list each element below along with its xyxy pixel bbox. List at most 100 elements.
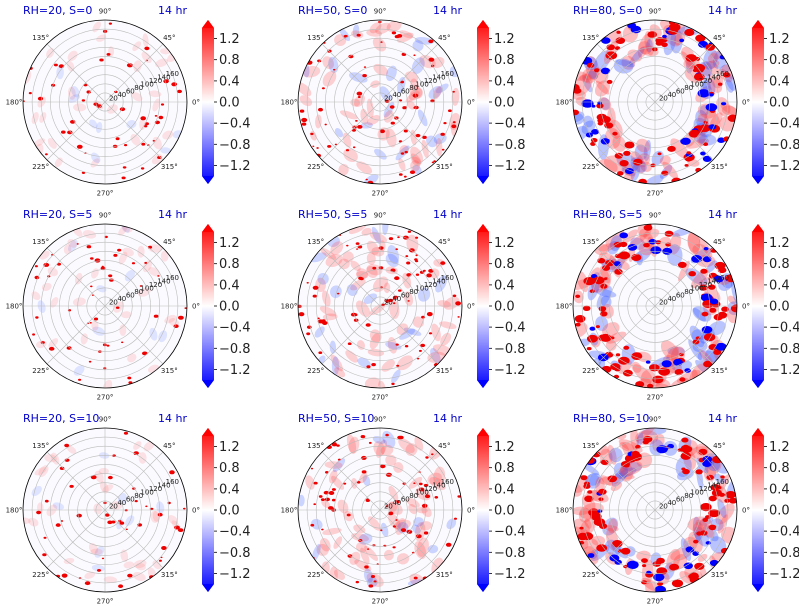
field-blob (372, 436, 386, 444)
field-blob (576, 270, 589, 293)
field-core (575, 294, 581, 298)
field-blob (663, 31, 677, 56)
field-core (693, 129, 698, 134)
polar-frame (572, 223, 738, 389)
polar-frame (297, 223, 463, 389)
field-core (406, 261, 411, 265)
field-blob (355, 271, 369, 279)
field-core (685, 156, 692, 162)
polar-frame (22, 19, 188, 185)
field-core (430, 99, 435, 103)
theta-tick-label: 315° (711, 163, 728, 171)
field-core (122, 166, 127, 169)
field-core (656, 445, 668, 454)
field-blob (351, 533, 369, 542)
field-blob (66, 60, 75, 72)
theta-tick-label: 45° (163, 238, 175, 246)
theta-tick-label: 90° (99, 416, 111, 424)
field-core (440, 261, 446, 265)
field-blob (383, 549, 394, 561)
field-core (337, 292, 340, 295)
field-core (426, 273, 432, 278)
polar-frame (22, 427, 188, 593)
field-core (99, 58, 104, 62)
field-blob (437, 300, 451, 308)
field-core (144, 122, 149, 126)
field-core (434, 496, 439, 499)
theta-tick-label: 45° (163, 34, 175, 42)
field-core (573, 109, 579, 116)
field-blob (50, 452, 60, 465)
field-core (59, 466, 65, 470)
field-core (361, 455, 367, 460)
field-core (370, 575, 376, 578)
field-core (582, 305, 591, 311)
field-core (177, 528, 184, 532)
theta-tick-label: 225° (307, 163, 324, 171)
field-core (333, 68, 336, 71)
field-core (661, 42, 668, 48)
field-core (67, 130, 73, 135)
angular-gridline (654, 509, 714, 569)
r-tick-label: 80 (134, 288, 143, 296)
field-blob (322, 56, 335, 70)
field-blob (376, 439, 387, 458)
field-core (357, 245, 363, 249)
field-blob (332, 458, 346, 473)
field-blob (346, 284, 358, 297)
field-core (121, 176, 126, 180)
field-blob (636, 138, 650, 153)
field-blob (419, 521, 432, 531)
panel-title: RH=50, S=10 (298, 412, 374, 425)
colorbar-extend-max (752, 428, 764, 436)
field-core (380, 41, 383, 43)
colorbar-tick-label: −0.4 (769, 525, 799, 540)
field-core (390, 268, 396, 273)
colorbar-tick-label: 0.0 (769, 504, 790, 519)
field-core (396, 34, 403, 38)
r-tick-label: 100 (140, 489, 153, 497)
field-blob (82, 229, 97, 239)
angular-gridline (596, 43, 656, 103)
field-blob (584, 518, 592, 529)
field-blob (383, 282, 391, 294)
theta-tick-label: 225° (307, 367, 324, 375)
field-blob (385, 253, 399, 268)
field-blob (725, 79, 734, 93)
theta-tick-label: 270° (97, 598, 114, 606)
theta-tick-label: 180° (6, 99, 23, 107)
field-blob (31, 291, 41, 301)
field-blob (636, 428, 656, 442)
colorbar-tick-label: 0.4 (769, 482, 790, 497)
r-tick-label: 60 (401, 88, 410, 96)
field-core (121, 341, 124, 344)
field-blob (670, 138, 689, 159)
angular-gridline (46, 43, 106, 103)
r-tick-label: 140 (157, 74, 170, 82)
field-core (299, 109, 305, 113)
field-blob (130, 133, 141, 146)
colorbar-tick-label: −0.4 (494, 321, 526, 336)
panel-time-label: 14 hr (158, 208, 187, 221)
field-blob (386, 20, 402, 33)
field-core (717, 267, 727, 274)
field-core (708, 284, 716, 290)
field-blob (150, 510, 159, 523)
field-core (705, 541, 711, 545)
theta-tick-label: 135° (307, 442, 324, 450)
field-core (409, 170, 416, 174)
field-core (691, 255, 703, 263)
angular-gridline (46, 451, 106, 511)
field-core (703, 360, 713, 368)
field-blob (118, 226, 127, 236)
field-core (108, 274, 113, 278)
field-core (598, 497, 604, 502)
field-blob (152, 510, 161, 522)
field-core (357, 125, 363, 129)
field-core (729, 497, 737, 504)
field-core (368, 584, 374, 588)
colorbar-tick-label: 1.2 (219, 440, 240, 455)
field-core (623, 369, 633, 377)
field-blob (84, 571, 96, 579)
field-core (140, 167, 145, 170)
